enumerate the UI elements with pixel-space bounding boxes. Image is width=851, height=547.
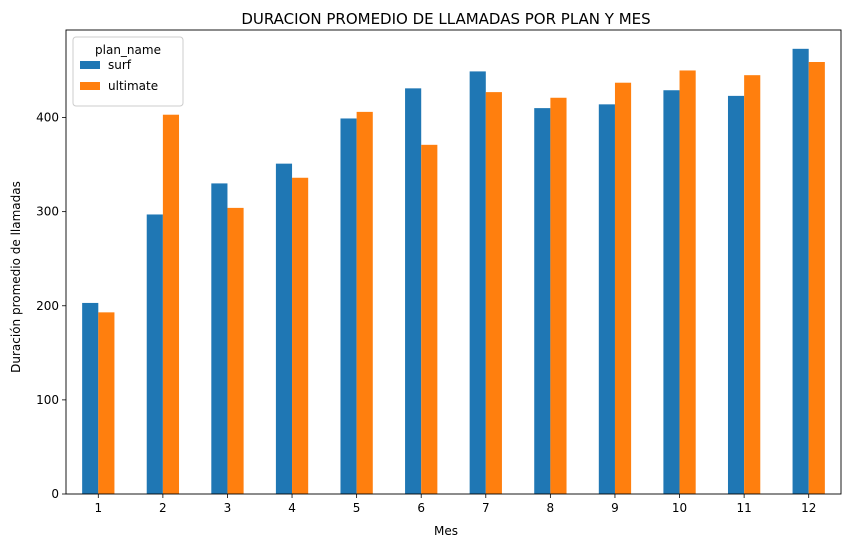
bar-ultimate-3 <box>227 207 244 494</box>
legend-swatch-ultimate <box>80 82 100 90</box>
x-tick-label: 3 <box>224 501 232 515</box>
bar-ultimate-1 <box>98 312 115 494</box>
x-tick-label: 5 <box>353 501 361 515</box>
y-axis-label: Duración promedio de llamadas <box>9 181 23 373</box>
x-axis: 1 2 3 4 5 6 7 8 9 10 11 12 <box>94 494 816 515</box>
bar-surf-6 <box>405 88 422 494</box>
bar-surf-2 <box>146 214 163 494</box>
bar-surf-10 <box>663 90 680 495</box>
bar-surf-1 <box>82 302 99 494</box>
x-tick-label: 6 <box>417 501 425 515</box>
legend-swatch-surf <box>80 61 100 69</box>
bar-ultimate-6 <box>421 144 438 494</box>
bar-ultimate-2 <box>162 114 180 495</box>
x-tick-label: 10 <box>672 501 687 515</box>
x-tick-label: 9 <box>611 501 619 515</box>
x-tick-label: 11 <box>736 501 751 515</box>
bar-ultimate-8 <box>550 97 567 494</box>
bar-ultimate-12 <box>808 62 825 494</box>
x-tick-label: 8 <box>547 501 555 515</box>
x-tick-label: 7 <box>482 501 490 515</box>
x-axis-label: Mes <box>434 524 458 538</box>
bar-surf-4 <box>275 163 293 494</box>
bar-ultimate-11 <box>744 75 761 495</box>
x-tick-label: 12 <box>801 501 816 515</box>
bar-surf-9 <box>598 104 615 494</box>
bar-ultimate-10 <box>679 70 696 494</box>
x-tick-label: 2 <box>159 501 167 515</box>
bar-surf-12 <box>792 48 809 494</box>
y-tick-label: 100 <box>36 393 59 407</box>
y-tick-label: 300 <box>36 205 59 219</box>
y-tick-label: 0 <box>51 487 59 501</box>
bar-ultimate-4 <box>292 177 309 494</box>
bar-ultimate-7 <box>485 92 502 495</box>
legend-box <box>72 36 184 107</box>
legend-title: plan_name <box>95 43 161 57</box>
bar-surf-11 <box>727 95 745 494</box>
bar-surf-3 <box>211 183 228 494</box>
bar-surf-8 <box>534 108 551 495</box>
y-tick-label: 200 <box>36 299 59 313</box>
bars-group <box>82 48 825 495</box>
bar-ultimate-9 <box>614 82 632 495</box>
legend-label-ultimate: ultimate <box>108 79 158 93</box>
chart-title: DURACION PROMEDIO DE LLAMADAS POR PLAN Y… <box>241 10 650 28</box>
bar-ultimate-5 <box>356 111 373 494</box>
x-tick-label: 4 <box>288 501 296 515</box>
y-tick-label: 400 <box>36 111 59 125</box>
bar-surf-7 <box>469 71 486 494</box>
plot-frame <box>65 29 842 495</box>
legend-label-surf: surf <box>108 58 132 72</box>
bar-surf-5 <box>340 118 357 494</box>
legend: plan_name surf ultimate <box>72 36 184 107</box>
x-tick-label: 1 <box>94 501 102 515</box>
y-axis: 0 100 200 300 400 <box>36 111 66 501</box>
